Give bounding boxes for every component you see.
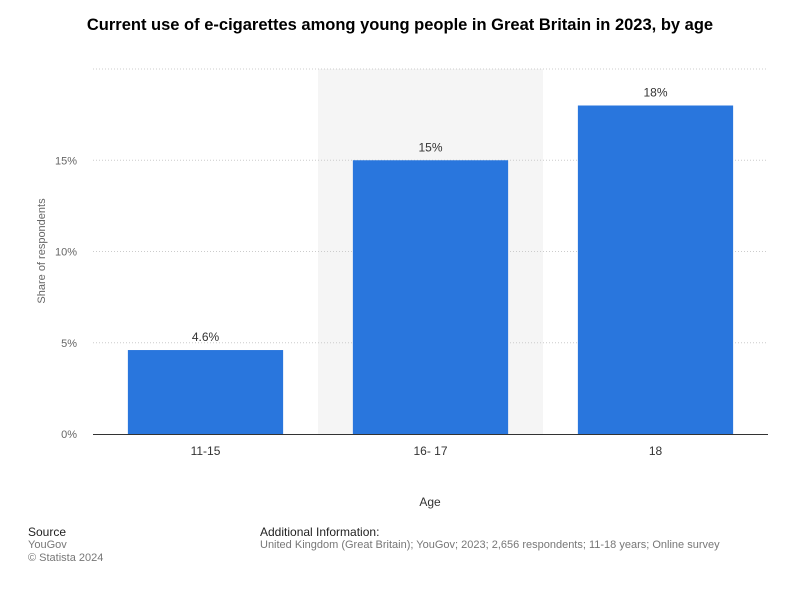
copyright-text: © Statista 2024	[28, 552, 104, 564]
y-axis-label: Share of respondents	[36, 198, 48, 304]
x-tick-label: 16- 17	[413, 444, 447, 458]
bar[interactable]	[127, 350, 284, 434]
bar-chart: 0% 5% 10% 15% 4.6% 11-15 15% 16- 17 18% 18 Share …	[36, 68, 768, 509]
y-tick-label: 15%	[55, 155, 77, 167]
x-axis-label: Age	[419, 495, 441, 509]
source-name: YouGov	[28, 539, 67, 551]
chart-title: Current use of e-cigarettes among young …	[86, 16, 714, 34]
y-tick-label: 10%	[55, 247, 77, 259]
additional-info-text: United Kingdom (Great Britain); YouGov; …	[260, 539, 720, 551]
source-block: Source YouGov © Statista 2024	[28, 526, 103, 565]
y-tick-label: 0%	[61, 429, 77, 441]
additional-info-heading: Additional Information:	[260, 525, 380, 539]
y-tick-label: 5%	[61, 338, 77, 350]
bar[interactable]	[352, 160, 509, 434]
data-label: 4.6%	[192, 330, 220, 344]
data-label: 18%	[643, 86, 667, 100]
data-label: 15%	[418, 140, 442, 154]
bar[interactable]	[577, 105, 734, 435]
x-tick-label: 18	[649, 444, 663, 458]
x-tick-label: 11-15	[191, 444, 221, 458]
source-heading: Source	[28, 525, 67, 539]
additional-info-block: Additional Information: United Kingdom (…	[260, 526, 720, 552]
